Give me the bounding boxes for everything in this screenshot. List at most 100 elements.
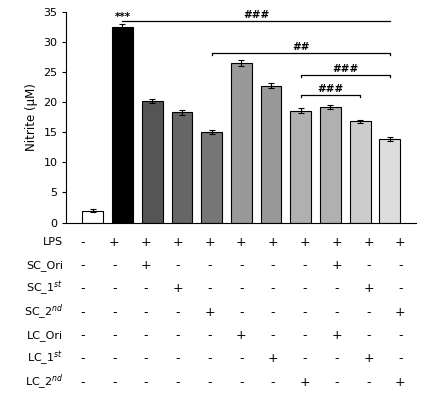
Text: -: - [398, 282, 402, 296]
Text: -: - [366, 329, 371, 342]
Text: +: + [236, 236, 247, 249]
Text: -: - [366, 376, 371, 389]
Text: -: - [207, 353, 212, 366]
Text: -: - [239, 353, 244, 366]
Text: -: - [207, 282, 212, 296]
Text: -: - [302, 282, 307, 296]
Text: +: + [363, 282, 374, 296]
Text: -: - [271, 306, 275, 319]
Text: -: - [207, 329, 212, 342]
Text: +: + [268, 236, 278, 249]
Bar [231, 63, 252, 223]
Text: SC_2$^{nd}$: SC_2$^{nd}$ [24, 303, 63, 322]
Text: +: + [363, 353, 374, 366]
Text: SC_1$^{st}$: SC_1$^{st}$ [27, 280, 63, 298]
Text: -: - [302, 329, 307, 342]
Text: -: - [112, 306, 116, 319]
Text: -: - [271, 329, 275, 342]
Bar [290, 111, 311, 223]
Bar [201, 132, 222, 223]
Text: -: - [366, 306, 371, 319]
Text: -: - [144, 282, 148, 296]
Text: -: - [175, 329, 180, 342]
Bar [82, 210, 103, 223]
Text: -: - [271, 282, 275, 296]
Text: -: - [144, 376, 148, 389]
Text: -: - [302, 306, 307, 319]
Text: -: - [239, 306, 244, 319]
Text: +: + [299, 236, 310, 249]
Text: ***: *** [115, 12, 130, 22]
Text: -: - [112, 329, 116, 342]
Bar [261, 86, 281, 223]
Bar [142, 101, 163, 223]
Text: -: - [335, 282, 339, 296]
Text: ###: ### [317, 84, 344, 94]
Text: -: - [271, 376, 275, 389]
Text: LC_1$^{st}$: LC_1$^{st}$ [27, 350, 63, 368]
Text: -: - [175, 376, 180, 389]
Text: +: + [141, 259, 151, 272]
Text: -: - [207, 259, 212, 272]
Text: -: - [112, 259, 116, 272]
Text: -: - [144, 353, 148, 366]
Text: -: - [207, 376, 212, 389]
Text: +: + [172, 236, 183, 249]
Text: +: + [395, 376, 405, 389]
Text: +: + [236, 329, 247, 342]
Text: LC_2$^{nd}$: LC_2$^{nd}$ [25, 373, 63, 392]
Text: -: - [80, 236, 85, 249]
Bar [379, 139, 400, 223]
Text: +: + [172, 282, 183, 296]
Text: ###: ### [332, 64, 358, 74]
Text: SC_Ori: SC_Ori [26, 260, 63, 271]
Text: -: - [175, 306, 180, 319]
Bar [320, 107, 341, 223]
Text: +: + [109, 236, 120, 249]
Text: +: + [331, 329, 342, 342]
Text: +: + [331, 236, 342, 249]
Text: -: - [80, 376, 85, 389]
Bar [172, 112, 192, 223]
Text: -: - [144, 306, 148, 319]
Y-axis label: Nitrite (μM): Nitrite (μM) [25, 83, 38, 151]
Text: +: + [395, 236, 405, 249]
Text: -: - [175, 353, 180, 366]
Text: -: - [80, 306, 85, 319]
Text: -: - [366, 259, 371, 272]
Text: -: - [144, 329, 148, 342]
Text: LPS: LPS [43, 237, 63, 247]
Text: -: - [112, 376, 116, 389]
Text: -: - [335, 353, 339, 366]
Text: -: - [112, 282, 116, 296]
Text: +: + [395, 306, 405, 319]
Text: -: - [239, 282, 244, 296]
Text: -: - [335, 306, 339, 319]
Text: -: - [239, 259, 244, 272]
Text: +: + [204, 236, 215, 249]
Text: -: - [335, 376, 339, 389]
Text: -: - [398, 259, 402, 272]
Text: -: - [271, 259, 275, 272]
Bar [350, 121, 371, 223]
Text: -: - [112, 353, 116, 366]
Text: -: - [239, 376, 244, 389]
Text: -: - [398, 353, 402, 366]
Text: +: + [363, 236, 374, 249]
Text: +: + [268, 353, 278, 366]
Text: ##: ## [292, 42, 309, 52]
Text: +: + [141, 236, 151, 249]
Text: -: - [80, 353, 85, 366]
Text: LC_Ori: LC_Ori [27, 330, 63, 341]
Text: -: - [80, 282, 85, 296]
Text: +: + [204, 306, 215, 319]
Text: -: - [80, 259, 85, 272]
Text: -: - [175, 259, 180, 272]
Text: +: + [299, 376, 310, 389]
Text: -: - [302, 353, 307, 366]
Text: ###: ### [243, 9, 269, 20]
Bar [112, 27, 133, 223]
Text: -: - [398, 329, 402, 342]
Text: +: + [331, 259, 342, 272]
Text: -: - [80, 329, 85, 342]
